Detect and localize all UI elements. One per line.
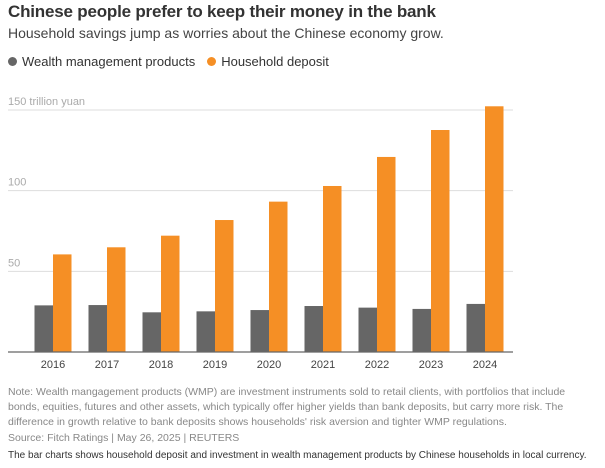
bar-chart: 50 100 150 trillion yuan 2016 2017 2018 2019 20…	[8, 96, 513, 371]
bar-wmp-2024	[466, 303, 485, 352]
chart-subtitle: Household savings jump as worries about …	[8, 25, 444, 41]
x-tick-label: 2017	[95, 359, 119, 371]
x-tick-label: 2020	[257, 359, 281, 371]
x-tick-label: 2016	[41, 359, 65, 371]
bar-wmp-2018	[142, 312, 161, 352]
bar-wmp-2023	[412, 308, 431, 352]
bar-deposit-2016	[53, 254, 72, 352]
bar-deposit-2021	[323, 185, 342, 352]
bar-deposit-2019	[215, 220, 234, 352]
bar-wmp-2019	[196, 311, 215, 352]
chart-note: Note: Wealth mangagement products (WMP) …	[8, 386, 566, 428]
legend: Wealth management products Household dep…	[8, 54, 329, 69]
x-tick-label: 2023	[419, 359, 443, 371]
chart-title: Chinese people prefer to keep their mone…	[8, 2, 436, 21]
bar-wmp-2022	[358, 307, 377, 352]
x-tick-label: 2018	[149, 359, 173, 371]
legend-label-wmp: Wealth management products	[22, 54, 196, 69]
legend-item-wmp: Wealth management products	[8, 54, 195, 69]
chart-caption: The bar charts shows household deposit a…	[8, 450, 587, 461]
legend-label-deposit: Household deposit	[221, 54, 329, 69]
x-tick-label: 2024	[473, 359, 497, 371]
x-tick-label: 2021	[311, 359, 335, 371]
legend-item-deposit: Household deposit	[207, 54, 329, 69]
chart-source: Source: Fitch Ratings | May 26, 2025 | R…	[8, 432, 240, 444]
y-tick-label: 50	[8, 257, 20, 269]
bar-wmp-2017	[88, 305, 107, 352]
y-tick-label: 150 trillion yuan	[8, 96, 85, 108]
bar-deposit-2022	[377, 156, 396, 352]
bar-wmp-2016	[34, 305, 53, 352]
x-tick-label: 2022	[365, 359, 389, 371]
y-tick-label: 100	[8, 177, 26, 189]
bar-deposit-2020	[269, 201, 288, 352]
bar-deposit-2017	[107, 247, 126, 352]
legend-swatch-deposit	[207, 57, 217, 66]
bar-wmp-2020	[250, 310, 269, 352]
bar-deposit-2023	[431, 130, 450, 352]
bar-deposit-2018	[161, 235, 180, 352]
x-tick-label: 2019	[203, 359, 227, 371]
bar-deposit-2024	[485, 106, 504, 352]
legend-swatch-wmp	[8, 57, 17, 66]
bar-wmp-2021	[304, 306, 323, 352]
